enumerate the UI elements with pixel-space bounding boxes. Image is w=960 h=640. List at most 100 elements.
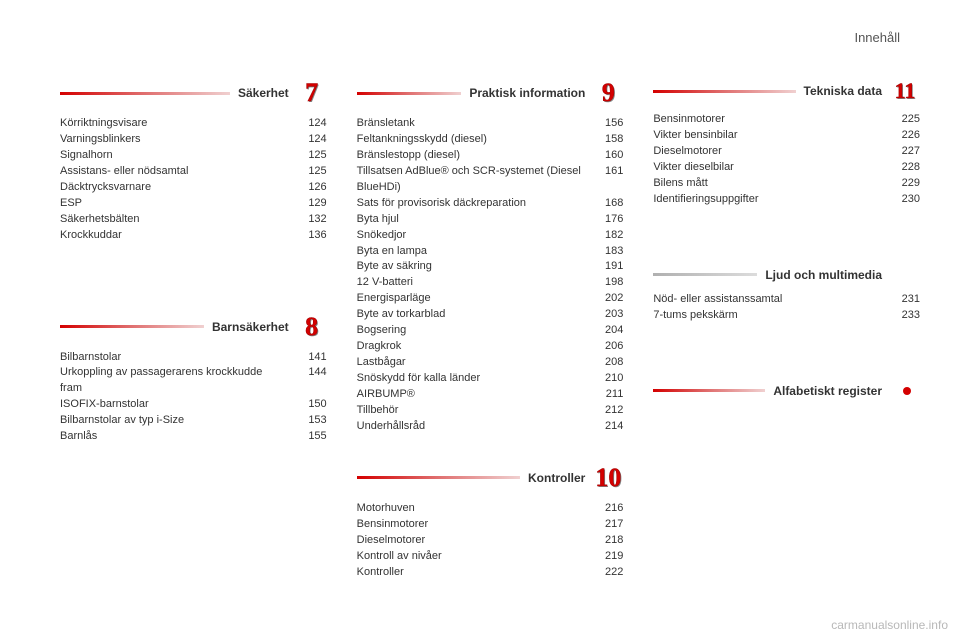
toc-label: Vikter dieselbilar	[653, 160, 890, 176]
toc-label: Dragkrok	[357, 339, 594, 355]
toc-label: Barnlås	[60, 429, 297, 445]
toc-item: Bränslestopp (diesel)160	[357, 148, 624, 164]
toc-page: 132	[297, 212, 327, 228]
toc-item: Vikter bensinbilar226	[653, 128, 920, 144]
toc-label: ISOFIX-barnstolar	[60, 397, 297, 413]
toc-item: ESP129	[60, 196, 327, 212]
toc-item: Motorhuven216	[357, 501, 624, 517]
toc-item: Säkerhetsbälten132	[60, 212, 327, 228]
section-bar	[60, 325, 204, 328]
watermark-text: carmanualsonline.info	[831, 618, 948, 632]
section-title: Kontroller	[528, 471, 585, 485]
section-head-index: Alfabetiskt register	[653, 384, 920, 398]
toc-page: 217	[593, 517, 623, 533]
section-title: Alfabetiskt register	[773, 384, 882, 398]
toc-item: Lastbågar208	[357, 355, 624, 371]
item-list-audio: Nöd- eller assistanssamtal231 7-tums pek…	[653, 292, 920, 324]
toc-item: Bilbarnstolar av typ i-Size153	[60, 413, 327, 429]
toc-item: Vikter dieselbilar228	[653, 160, 920, 176]
section-head-audio: Ljud och multimedia	[653, 268, 920, 282]
toc-item: Kontroller222	[357, 565, 624, 581]
section-title: Praktisk information	[469, 86, 585, 100]
toc-label: Kontroller	[357, 565, 594, 581]
section-head-8: Barnsäkerhet 8	[60, 314, 327, 340]
toc-label: Signalhorn	[60, 148, 297, 164]
section-bar	[357, 92, 462, 95]
toc-item: Körriktningsvisare124	[60, 116, 327, 132]
toc-label: Underhållsråd	[357, 419, 594, 435]
toc-label: Snökedjor	[357, 228, 594, 244]
item-list-11: Bensinmotorer225 Vikter bensinbilar226 D…	[653, 112, 920, 208]
toc-page: 158	[593, 132, 623, 148]
toc-page: 218	[593, 533, 623, 549]
toc-item: Bilens mått229	[653, 176, 920, 192]
toc-page: 210	[593, 371, 623, 387]
toc-label: Motorhuven	[357, 501, 594, 517]
toc-page: 126	[297, 180, 327, 196]
section-11: Tekniska data 11 Bensinmotorer225 Vikter…	[653, 80, 920, 208]
toc-item: Byte av torkarblad203	[357, 307, 624, 323]
toc-label: Snöskydd för kalla länder	[357, 371, 594, 387]
toc-label: Bilbarnstolar	[60, 350, 297, 366]
toc-label: 7-tums pekskärm	[653, 308, 890, 324]
toc-page: 141	[297, 350, 327, 366]
toc-page: 125	[297, 148, 327, 164]
chapter-number: 9	[593, 80, 623, 106]
toc-label: Bogsering	[357, 323, 594, 339]
section-9: Praktisk information 9 Bränsletank156 Fe…	[357, 80, 624, 435]
toc-page: 206	[593, 339, 623, 355]
toc-item: Urkoppling av passagerarens krockkudde f…	[60, 365, 327, 397]
toc-page: 136	[297, 228, 327, 244]
toc-page: 150	[297, 397, 327, 413]
toc-page: 144	[297, 365, 327, 397]
toc-page: 230	[890, 192, 920, 208]
toc-item: Barnlås155	[60, 429, 327, 445]
toc-page: 129	[297, 196, 327, 212]
section-10: Kontroller 10 Motorhuven216 Bensinmotore…	[357, 465, 624, 581]
toc-page: 124	[297, 132, 327, 148]
section-bar	[653, 90, 795, 93]
toc-item: Bensinmotorer225	[653, 112, 920, 128]
toc-label: Däcktrycksvarnare	[60, 180, 297, 196]
chapter-number: 10	[593, 465, 623, 491]
column-3: Tekniska data 11 Bensinmotorer225 Vikter…	[653, 80, 920, 610]
toc-label: Byta en lampa	[357, 244, 594, 260]
toc-label: Bilens mått	[653, 176, 890, 192]
toc-page: 176	[593, 212, 623, 228]
toc-item: Byte av säkring191	[357, 259, 624, 275]
toc-page: 222	[593, 565, 623, 581]
toc-item: Däcktrycksvarnare126	[60, 180, 327, 196]
section-index: Alfabetiskt register	[653, 384, 920, 408]
toc-label: Bilbarnstolar av typ i-Size	[60, 413, 297, 429]
toc-page: 208	[593, 355, 623, 371]
toc-item: Kontroll av nivåer219	[357, 549, 624, 565]
toc-label: Tillsatsen AdBlue® och SCR-systemet (Die…	[357, 164, 594, 196]
toc-item: Bogsering204	[357, 323, 624, 339]
toc-label: Assistans- eller nödsamtal	[60, 164, 297, 180]
section-audio: Ljud och multimedia Nöd- eller assistans…	[653, 268, 920, 324]
toc-page: 168	[593, 196, 623, 212]
toc-page: 214	[593, 419, 623, 435]
toc-item: Bilbarnstolar141	[60, 350, 327, 366]
toc-item: Energisparläge202	[357, 291, 624, 307]
toc-item: Feltankningsskydd (diesel)158	[357, 132, 624, 148]
toc-label: Krockkuddar	[60, 228, 297, 244]
toc-item: Nöd- eller assistanssamtal231	[653, 292, 920, 308]
section-7: Säkerhet 7 Körriktningsvisare124 Varning…	[60, 80, 327, 244]
toc-page: 227	[890, 144, 920, 160]
toc-page: 212	[593, 403, 623, 419]
toc-page: 216	[593, 501, 623, 517]
section-title: Säkerhet	[238, 86, 289, 100]
section-bar	[357, 476, 520, 479]
toc-item: Dieselmotorer218	[357, 533, 624, 549]
item-list-9: Bränsletank156 Feltankningsskydd (diesel…	[357, 116, 624, 435]
toc-page: 182	[593, 228, 623, 244]
chapter-number: 8	[297, 314, 327, 340]
toc-page: 225	[890, 112, 920, 128]
toc-page: 124	[297, 116, 327, 132]
column-1: Säkerhet 7 Körriktningsvisare124 Varning…	[60, 80, 327, 610]
section-head-7: Säkerhet 7	[60, 80, 327, 106]
toc-label: ESP	[60, 196, 297, 212]
section-bar	[653, 273, 757, 276]
toc-item: Snökedjor182	[357, 228, 624, 244]
